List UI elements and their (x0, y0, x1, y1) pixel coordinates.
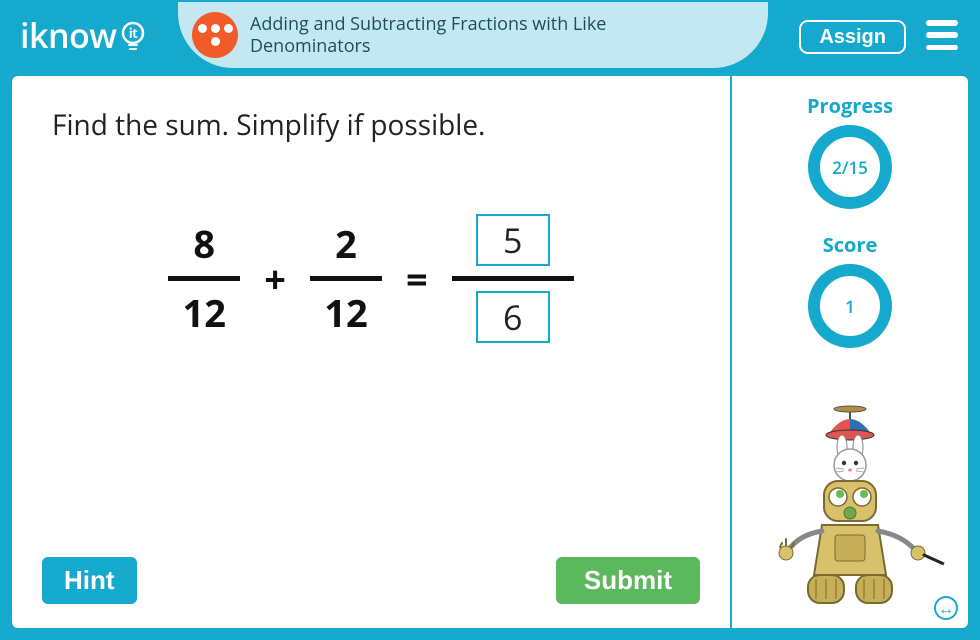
frac1-denominator: 12 (183, 287, 226, 339)
bulb-icon: it (119, 18, 147, 52)
level-badge-icon (192, 12, 238, 58)
progress-value: 2/15 (832, 156, 868, 179)
operator-plus: + (264, 253, 286, 305)
frac2-numerator: 2 (335, 218, 357, 270)
score-label: Score (823, 231, 878, 258)
question-area: Find the sum. Simplify if possible. 8 12… (12, 76, 730, 628)
score-ring: 1 (808, 264, 892, 348)
question-prompt: Find the sum. Simplify if possible. (52, 106, 690, 144)
progress-ring: 2/15 (808, 125, 892, 209)
robot-mascot-icon (750, 405, 950, 620)
fraction-bar (168, 276, 240, 281)
next-arrow-icon[interactable]: ↔ (934, 596, 958, 620)
main-panel: Find the sum. Simplify if possible. 8 12… (12, 76, 968, 628)
score-value: 1 (845, 295, 855, 318)
hamburger-menu-icon[interactable] (926, 20, 958, 50)
answer-fraction: 5 6 (452, 214, 574, 343)
hint-button[interactable]: Hint (42, 557, 137, 604)
answer-numerator-input[interactable]: 5 (476, 214, 550, 266)
progress-label: Progress (807, 92, 893, 119)
fraction-1: 8 12 (168, 218, 240, 339)
app-frame: iknow it Adding and Subtracting Fraction… (0, 0, 980, 640)
assign-button[interactable]: Assign (799, 20, 906, 54)
header-bar: iknow it Adding and Subtracting Fraction… (2, 2, 978, 68)
sidebar: Progress 2/15 Score 1 (730, 76, 968, 628)
frac2-denominator: 12 (324, 287, 367, 339)
answer-denominator-input[interactable]: 6 (476, 291, 550, 343)
logo-text: iknow (20, 12, 117, 58)
frac1-numerator: 8 (193, 218, 215, 270)
fraction-2: 2 12 (310, 218, 382, 339)
submit-button[interactable]: Submit (556, 557, 700, 604)
fraction-bar (310, 276, 382, 281)
fraction-bar (452, 276, 574, 281)
equals-sign: = (406, 253, 428, 305)
svg-text:it: it (128, 24, 137, 42)
lesson-title: Adding and Subtracting Fractions with Li… (250, 13, 630, 58)
lesson-title-pill: Adding and Subtracting Fractions with Li… (178, 2, 768, 68)
logo[interactable]: iknow it (20, 12, 147, 58)
equation: 8 12 + 2 12 = 5 6 (52, 214, 690, 343)
